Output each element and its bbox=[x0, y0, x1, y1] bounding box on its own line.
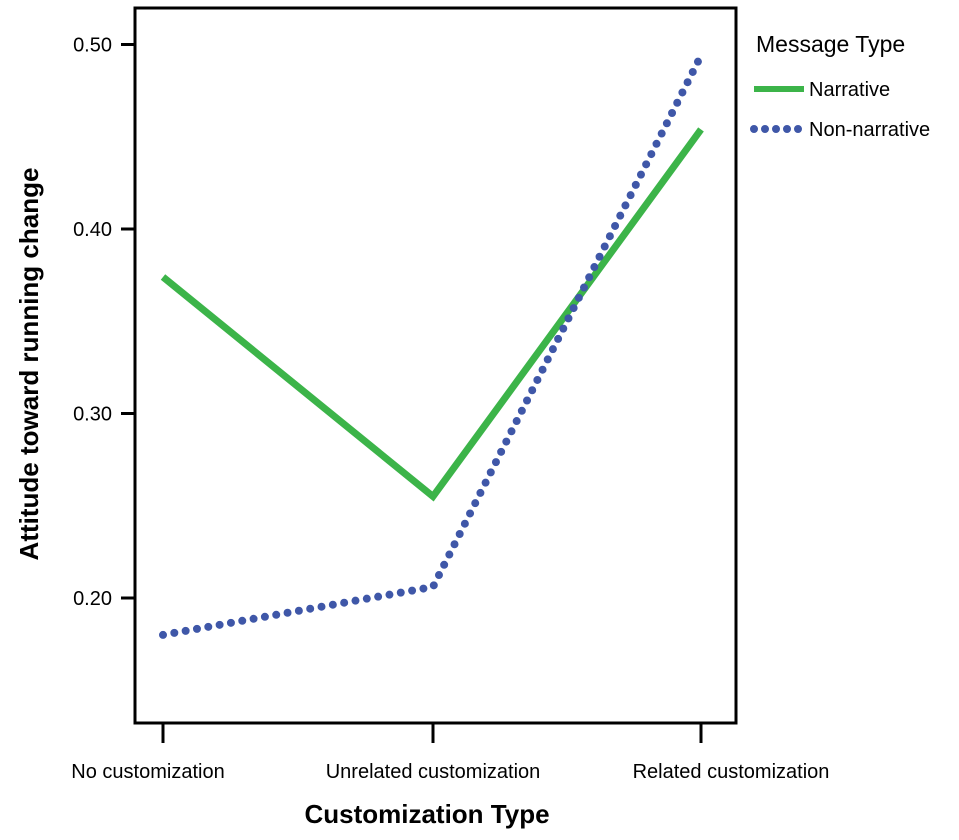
series-line-narrative bbox=[160, 127, 704, 502]
y-tick-label: 0.40 bbox=[73, 219, 112, 241]
plot-frame bbox=[133, 6, 738, 725]
series-lines bbox=[159, 51, 705, 639]
x-tick-label: No customization bbox=[71, 761, 224, 783]
y-tick-label: 0.50 bbox=[73, 35, 112, 57]
y-axis-ticks: 0.20 0.30 0.40 0.50 bbox=[73, 35, 135, 610]
x-tick-label: Unrelated customization bbox=[326, 761, 541, 783]
y-axis-title: Attitude toward running change bbox=[14, 168, 44, 561]
y-tick-label: 0.30 bbox=[73, 404, 112, 426]
x-axis-ticks: No customization Unrelated customization R… bbox=[71, 723, 829, 783]
series-line-non-narrative bbox=[159, 51, 705, 639]
legend-label-narrative: Narrative bbox=[809, 79, 890, 101]
legend-label-non-narrative: Non-narrative bbox=[809, 119, 930, 141]
y-tick-label: 0.20 bbox=[73, 588, 112, 610]
legend: Message Type Narrative Non-narrative bbox=[750, 31, 930, 141]
legend-title: Message Type bbox=[756, 31, 905, 57]
x-tick-label: Related customization bbox=[633, 761, 830, 783]
x-axis-title: Customization Type bbox=[304, 799, 549, 829]
